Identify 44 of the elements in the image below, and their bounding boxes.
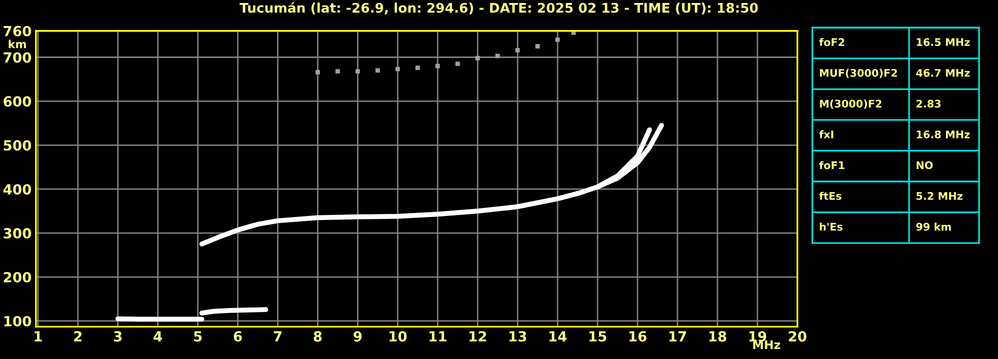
text: h'Es — [820, 222, 842, 231]
text: M(3000)F2 — [820, 100, 882, 109]
x-tick-label: 5 — [194, 331, 202, 342]
text: 16.8 MHz — [916, 130, 970, 138]
x-tick-label: 1 — [34, 331, 42, 342]
x-tick-label: 8 — [314, 331, 322, 342]
x-tick-label: 14 — [549, 331, 567, 342]
x-tick-label: 12 — [470, 331, 486, 342]
text: 2.83 — [916, 100, 941, 108]
text: NO — [916, 161, 933, 170]
x-tick-label: 10 — [390, 331, 407, 342]
text: MUF(3000)F2 — [820, 68, 897, 78]
text: 99 km — [916, 222, 951, 231]
x-tick-label: 4 — [154, 331, 162, 342]
y-tick-label: 200 — [4, 272, 32, 282]
y-tick-label: 600 — [4, 96, 32, 107]
text: foF1 — [819, 161, 844, 170]
x-tick-label: 17 — [669, 331, 686, 342]
x-tick-label: 20 — [788, 331, 806, 342]
y-tick-label: 100 — [4, 316, 32, 326]
x-tick-label: 7 — [274, 331, 282, 342]
text: 5.2 MHz — [916, 192, 962, 200]
y-tick-label: 760 — [4, 26, 32, 36]
x-tick-label: 9 — [354, 331, 362, 342]
y-tick-label: 300 — [4, 228, 32, 239]
y-tick-label: 400 — [3, 184, 32, 195]
x-tick-label: 18 — [709, 331, 726, 342]
chart-title: Tucumán (lat: -26.9, lon: 294.6) - DATE: 2025 02 13 - TIME (UT): 18:50 — [240, 2, 758, 14]
text: fxI — [819, 130, 834, 138]
y-tick-label: 500 — [4, 140, 32, 151]
x-tick-label: 6 — [234, 331, 242, 342]
text: 46.7 MHz — [916, 68, 970, 77]
text: foF2 — [819, 38, 844, 46]
y-tick-label: 700 — [4, 52, 32, 63]
x-tick-label: 3 — [114, 331, 122, 342]
text: ftEs — [819, 192, 842, 200]
x-tick-label: 11 — [430, 331, 446, 342]
x-tick-label: 13 — [510, 331, 526, 342]
y-axis-title: km — [8, 40, 26, 48]
x-tick-label: 15 — [589, 331, 606, 342]
x-tick-label: 2 — [74, 331, 82, 342]
x-axis-title: MHz — [753, 340, 780, 349]
x-tick-label: 16 — [629, 331, 646, 342]
text: 16.5 MHz — [916, 38, 970, 46]
